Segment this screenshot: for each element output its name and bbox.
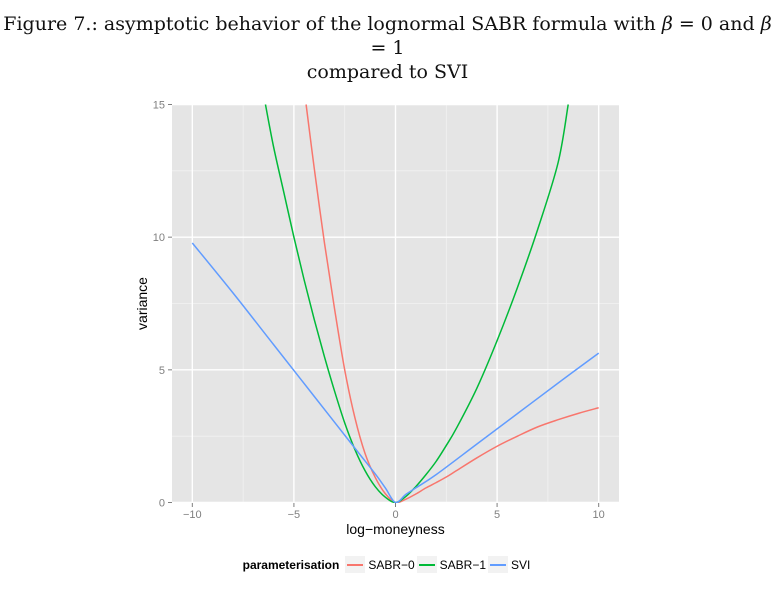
legend-label: SABR−1 <box>439 557 487 572</box>
beta-symbol: β <box>661 13 673 35</box>
caption-text: = 1 <box>370 37 405 59</box>
y-axis: 0 5 10 15 <box>153 100 172 510</box>
data-series <box>191 104 600 503</box>
x-axis: −10 −5 0 5 10 <box>183 503 605 521</box>
legend-key-svi <box>488 556 509 573</box>
figure-caption: Figure 7.: asymptotic behavior of the lo… <box>0 12 775 84</box>
x-axis-title: log−moneyness <box>346 521 444 537</box>
caption-line-2: compared to SVI <box>306 61 469 83</box>
legend-label: SABR−0 <box>368 557 415 572</box>
sabr-0-line <box>305 104 599 503</box>
legend-item-sabr-1: SABR−1 <box>416 556 487 573</box>
sabr-1-line <box>264 104 569 503</box>
y-tick-label: 10 <box>153 232 165 244</box>
legend-key-sabr-0 <box>345 556 366 573</box>
caption-text: = 0 and <box>672 13 761 35</box>
x-tick-label: 0 <box>392 509 398 521</box>
beta-symbol: β <box>760 13 772 35</box>
svi-line <box>191 242 600 503</box>
legend-item-sabr-0: SABR−0 <box>345 556 415 573</box>
legend-label: SVI <box>511 557 531 572</box>
y-tick-label: 0 <box>159 498 165 510</box>
caption-text: Figure 7.: asymptotic behavior of the lo… <box>3 13 662 35</box>
x-tick-label: −5 <box>288 509 301 521</box>
caption-line-1: Figure 7.: asymptotic behavior of the lo… <box>0 12 775 60</box>
x-tick-label: 10 <box>593 509 605 521</box>
y-tick-label: 5 <box>159 365 165 377</box>
legend-item-svi: SVI <box>488 556 530 573</box>
x-tick-label: 5 <box>494 509 500 521</box>
y-tick-label: 15 <box>153 100 165 112</box>
legend: parameterisation SABR−0 SABR−1 SVI <box>0 556 775 573</box>
legend-key-sabr-1 <box>416 556 437 573</box>
legend-title: parameterisation <box>242 557 340 572</box>
y-axis-title: variance <box>134 277 150 330</box>
x-tick-label: −10 <box>183 509 202 521</box>
